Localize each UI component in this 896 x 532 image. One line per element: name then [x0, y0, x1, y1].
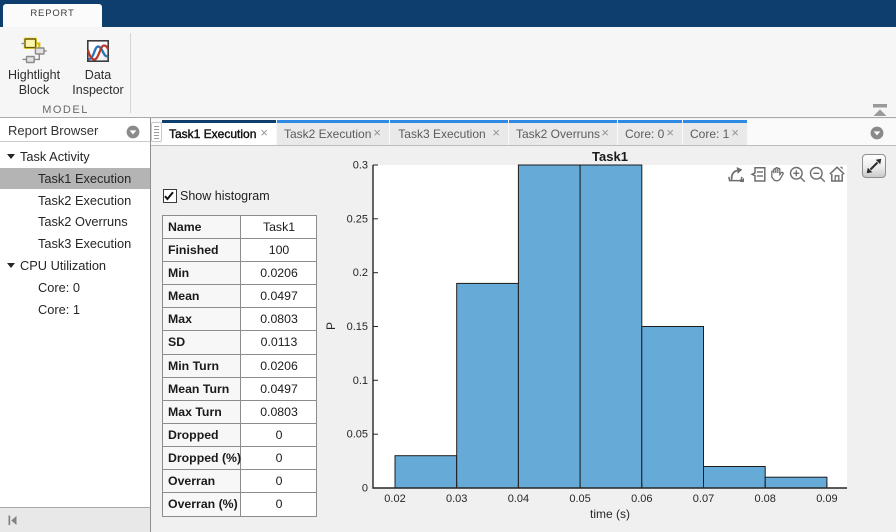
- svg-text:0.15: 0.15: [347, 321, 368, 333]
- svg-text:0.06: 0.06: [631, 493, 652, 505]
- svg-text:0.05: 0.05: [347, 429, 368, 441]
- svg-text:0.09: 0.09: [816, 493, 837, 505]
- svg-text:P: P: [324, 322, 338, 330]
- svg-text:0.05: 0.05: [569, 493, 590, 505]
- svg-text:0.07: 0.07: [693, 493, 714, 505]
- svg-text:0.03: 0.03: [446, 493, 467, 505]
- svg-text:Task1: Task1: [592, 149, 628, 164]
- svg-text:0.3: 0.3: [353, 160, 368, 172]
- svg-text:0.02: 0.02: [384, 493, 405, 505]
- svg-text:time (s): time (s): [590, 507, 630, 521]
- svg-text:0.08: 0.08: [754, 493, 775, 505]
- svg-text:0.25: 0.25: [347, 213, 368, 225]
- svg-text:0.1: 0.1: [353, 375, 368, 387]
- svg-text:0.2: 0.2: [353, 267, 368, 279]
- svg-text:0.04: 0.04: [508, 493, 529, 505]
- svg-text:0: 0: [362, 483, 368, 495]
